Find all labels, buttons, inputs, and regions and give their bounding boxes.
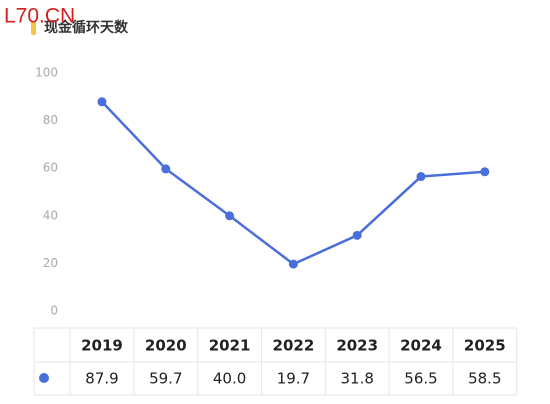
value-label: 40.0: [213, 370, 246, 388]
x-tick-label: 2019: [81, 337, 123, 355]
point: [97, 97, 107, 107]
line: [101, 100, 485, 266]
legend-marker: [39, 373, 49, 383]
chart-title: 现金循环天数: [44, 19, 129, 36]
point: [480, 167, 490, 177]
watermark: L70.CN: [4, 5, 75, 28]
value-label: 87.9: [85, 370, 118, 388]
y-tick-label: 100: [35, 66, 58, 80]
value-label: 59.7: [149, 370, 182, 388]
title-icon: [31, 21, 36, 35]
y-tick-label: 60: [43, 161, 58, 175]
y-tick-label: 0: [50, 304, 58, 318]
point: [352, 230, 362, 240]
point: [288, 259, 298, 269]
x-tick-label: 2021: [209, 337, 251, 355]
y-tick-label: 40: [43, 208, 58, 222]
y-tick-label: 20: [43, 256, 58, 270]
x-tick-label: 2025: [464, 337, 506, 355]
x-tick-label: 2020: [145, 337, 187, 355]
value-label: 58.5: [468, 370, 501, 388]
y-tick-label: 80: [43, 113, 58, 127]
value-label: 56.5: [404, 370, 437, 388]
x-tick-label: 2024: [400, 337, 442, 355]
point: [416, 172, 426, 182]
point: [161, 164, 171, 174]
value-label: 31.8: [340, 370, 373, 388]
x-tick-label: 2023: [336, 337, 378, 355]
value-label: 19.7: [277, 370, 310, 388]
point: [225, 211, 235, 221]
x-tick-label: 2022: [273, 337, 315, 355]
